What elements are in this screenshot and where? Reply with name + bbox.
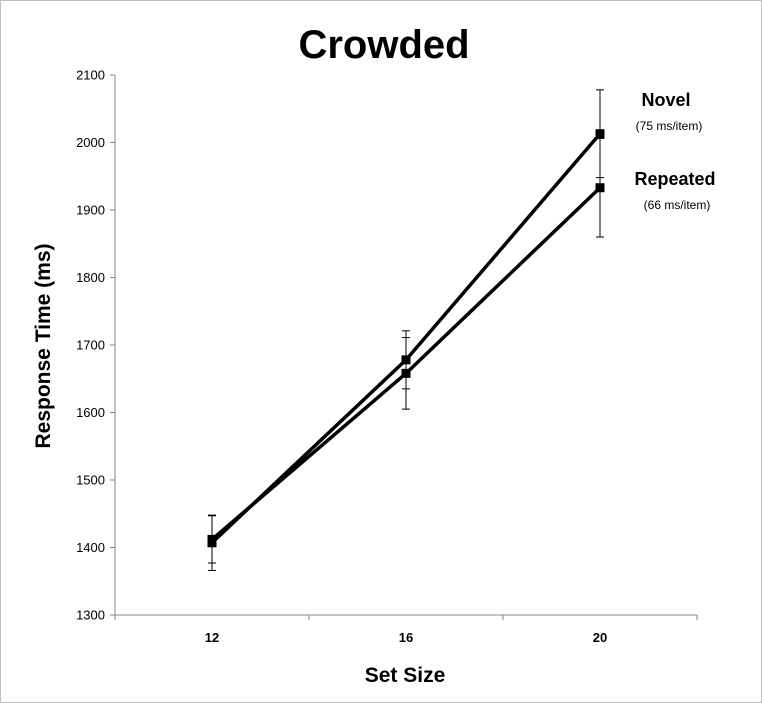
y-tick-label: 1500 bbox=[76, 473, 105, 488]
data-point-repeated bbox=[207, 534, 217, 544]
y-tick-label: 1600 bbox=[76, 405, 105, 420]
y-tick-labels: 1300 1400 1500 1600 1700 1800 1900 2000 2100 bbox=[76, 68, 105, 623]
x-axis-title: Set Size bbox=[365, 664, 446, 687]
data-point-repeated bbox=[595, 183, 605, 193]
series-label-novel: Novel bbox=[641, 90, 690, 110]
data-markers bbox=[207, 129, 605, 548]
x-tick-label: 20 bbox=[593, 630, 607, 645]
series-note-repeated: (66 ms/item) bbox=[644, 198, 711, 212]
y-tick-label: 1300 bbox=[76, 608, 105, 623]
data-point-novel bbox=[401, 355, 411, 365]
axes bbox=[110, 74, 698, 620]
y-tick-label: 1900 bbox=[76, 203, 105, 218]
y-tick-label: 1700 bbox=[76, 338, 105, 353]
chart-title: Crowded bbox=[298, 23, 469, 67]
y-axis-title: Response Time (ms) bbox=[32, 243, 55, 448]
data-point-repeated bbox=[401, 368, 411, 378]
y-tick-label: 2000 bbox=[76, 135, 105, 150]
series-label-repeated: Repeated bbox=[634, 169, 715, 189]
x-tick-label: 12 bbox=[205, 630, 219, 645]
series-note-novel: (75 ms/item) bbox=[636, 119, 703, 133]
data-point-novel bbox=[595, 129, 605, 139]
x-tick-label: 16 bbox=[399, 630, 413, 645]
x-tick-labels: 12 16 20 bbox=[205, 630, 607, 645]
y-tick-label: 2100 bbox=[76, 68, 105, 83]
y-tick-label: 1400 bbox=[76, 540, 105, 555]
y-tick-label: 1800 bbox=[76, 270, 105, 285]
